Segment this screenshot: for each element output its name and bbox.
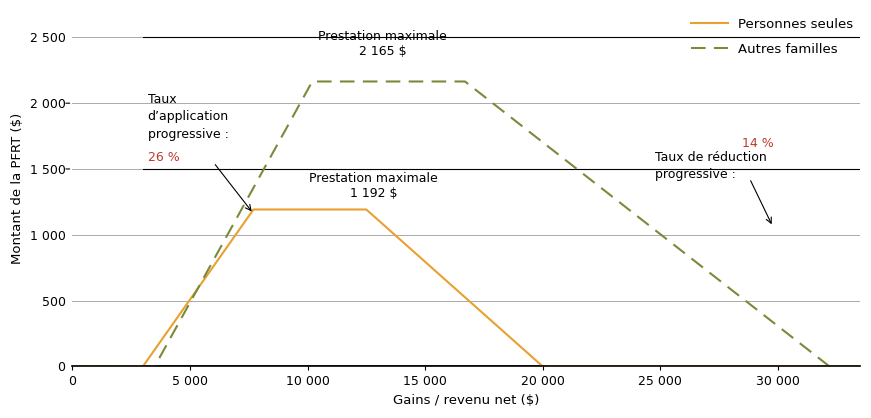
Text: Prestation maximale
2 165 $: Prestation maximale 2 165 $ [319,30,447,58]
Text: 26 %: 26 % [148,150,179,163]
Text: Taux
d’application
progressive :: Taux d’application progressive : [148,93,229,141]
Y-axis label: Montant de la PFRT ($): Montant de la PFRT ($) [11,113,24,264]
Legend: Personnes seules, Autres familles: Personnes seules, Autres familles [691,18,854,56]
Text: Taux de réduction
progressive :: Taux de réduction progressive : [655,150,767,181]
Text: 14 %: 14 % [742,138,774,150]
X-axis label: Gains / revenu net ($): Gains / revenu net ($) [393,394,539,407]
Text: Prestation maximale
1 192 $: Prestation maximale 1 192 $ [309,172,438,200]
